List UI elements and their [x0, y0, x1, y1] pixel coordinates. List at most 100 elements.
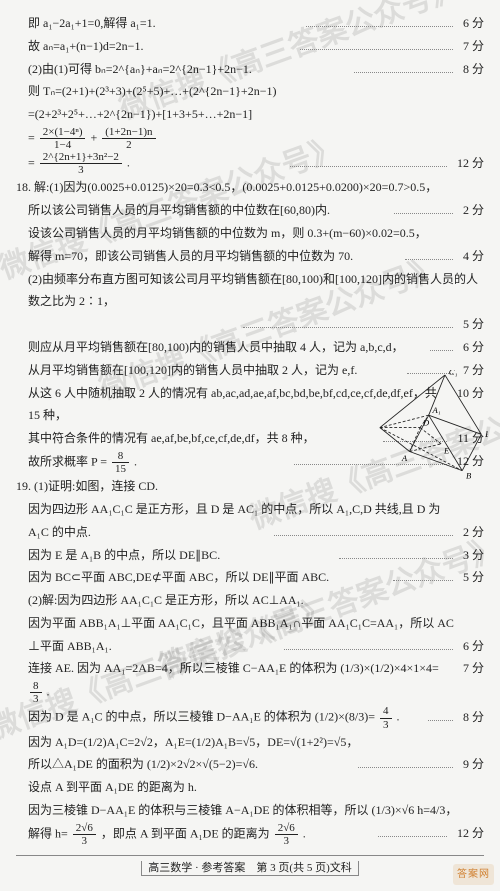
solution-line: = 2×(1−4ⁿ)1−4 + (1+2n−1)n2	[16, 126, 484, 151]
score-points: 8 分	[457, 58, 484, 81]
line-text: (2)解:因为四边形 AA₁C₁C 是正方形，所以 AC⊥AA₁.	[16, 589, 484, 612]
score-points: 9 分	[457, 753, 484, 776]
line-text: 因为四边形 AA₁C₁C 是正方形，且 D 是 AC₁ 的中点，所以 A₁,C,…	[16, 498, 484, 521]
line-text: 所以△A₁DE 的面积为 (1/2)×2√2×√(5−2)=√6.	[16, 753, 354, 776]
score-points: 4 分	[457, 245, 484, 268]
svg-text:D: D	[422, 418, 430, 428]
solution-line: 所以该公司销售人员的月平均销售额的中位数在[60,80)内. 2 分	[16, 199, 484, 222]
score-points: 5 分	[457, 566, 484, 589]
leader-dots	[290, 155, 447, 167]
score-points: 2 分	[457, 521, 484, 544]
score-points: 7 分	[457, 657, 484, 680]
svg-text:A₁: A₁	[432, 405, 441, 415]
line-text: 设点 A 到平面 A₁DE 的距离为 h.	[16, 776, 484, 799]
leader-dots	[378, 825, 447, 837]
leader-dots	[430, 339, 453, 351]
solution-line: 因为 D 是 A₁C 的中点，所以三棱锥 D−AA₁E 的体积为 (1/2)×(…	[16, 705, 484, 730]
solution-line: (2)由频率分布直方图可知该公司月平均销售额在[80,100)和[100,120…	[16, 268, 484, 314]
solution-line: A₁C 的中点. 2 分	[16, 521, 484, 544]
svg-text:E: E	[443, 445, 450, 455]
solution-line: 即 a₁−2a₁+1=0,解得 a₁=1. 6 分	[16, 12, 484, 35]
svg-text:B₁: B₁	[485, 429, 488, 439]
solution-line: 因为 A₁D=(1/2)A₁C=2√2，A₁E=(1/2)A₁B=√5，DE=√…	[16, 731, 484, 754]
score-points: 2 分	[457, 199, 484, 222]
line-text: ⊥平面 ABB₁A₁.	[16, 635, 280, 658]
page-footer: 高三数学 · 参考答案 第 3 页(共 5 页)文科	[16, 855, 484, 879]
line-text: 从月平均销售额在[100,120]内的销售人员中抽取 2 人，记为 e,f.	[16, 359, 403, 382]
solution-line: = 2^{2n+1}+3n²−23 . 12 分	[16, 151, 484, 176]
score-points: 7 分	[457, 35, 484, 58]
line-text: 故所求概率 P = 815 .	[16, 450, 290, 475]
solution-line: 则应从月平均销售额在[80,100)内的销售人员中抽取 4 人，记为 a,b,c…	[16, 336, 484, 359]
leader-dots	[339, 547, 453, 559]
leader-dots	[354, 61, 453, 73]
solution-line: (2)解:因为四边形 AA₁C₁C 是正方形，所以 AC⊥AA₁.	[16, 589, 484, 612]
solution-line: 故 aₙ=a₁+(n−1)d=2n−1. 7 分	[16, 35, 484, 58]
source-stamp: 答案网	[453, 864, 494, 885]
line-text: 因为平面 ABB₁A₁⊥平面 AA₁C₁C，且平面 ABB₁A₁∩平面 AA₁C…	[16, 612, 484, 635]
score-points: 12 分	[451, 822, 484, 845]
leader-dots	[394, 202, 454, 214]
line-text: A₁C 的中点.	[16, 521, 270, 544]
svg-text:C₁: C₁	[449, 370, 458, 377]
line-text: 即 a₁−2a₁+1=0,解得 a₁=1.	[16, 12, 302, 35]
solution-line: =(2+2³+2⁵+…+2^{2n−1})+[1+3+5+…+2n−1]	[16, 103, 484, 126]
solution-line: 则 Tₙ=(2+1)+(2³+3)+(2⁵+5)+…+(2^{2n−1}+2n−…	[16, 80, 484, 103]
geometry-figure: C₁A₁ABB₁CDE	[378, 370, 488, 490]
score-points: 8 分	[457, 706, 484, 729]
line-text: 解得 h= 2√63 ，即点 A 到平面 A₁DE 的距离为 2√63 .	[16, 822, 374, 847]
line-text: 故 aₙ=a₁+(n−1)d=2n−1.	[16, 35, 296, 58]
solution-line: 18. 解:(1)因为(0.0025+0.0125)×20=0.3<0.5，(0…	[16, 176, 484, 199]
line-text: 连接 AE. 因为 AA₁=2AB=4，所以三棱锥 C−AA₁E 的体积为 (1…	[16, 657, 449, 705]
solution-line: 连接 AE. 因为 AA₁=2AB=4，所以三棱锥 C−AA₁E 的体积为 (1…	[16, 657, 484, 705]
leader-dots	[300, 38, 453, 50]
line-text: 设该公司销售人员的月平均销售额的中位数为 m，则 0.3+(m−60)×0.02…	[16, 222, 484, 245]
leader-dots	[274, 524, 453, 536]
line-text: = 2^{2n+1}+3n²−23 .	[16, 151, 286, 176]
solution-line: ⊥平面 ABB₁A₁. 6 分	[16, 635, 484, 658]
line-text: 因为 BC⊂平面 ABC,DE⊄平面 ABC，所以 DE∥平面 ABC.	[16, 566, 389, 589]
solution-line: 设点 A 到平面 A₁DE 的距离为 h.	[16, 776, 484, 799]
score-points: 5 分	[457, 313, 484, 336]
score-points: 12 分	[451, 152, 484, 175]
line-text: 因为 A₁D=(1/2)A₁C=2√2，A₁E=(1/2)A₁B=√5，DE=√…	[16, 731, 484, 754]
solution-line: 设该公司销售人员的月平均销售额的中位数为 m，则 0.3+(m−60)×0.02…	[16, 222, 484, 245]
leader-dots	[428, 709, 453, 721]
solution-line: 因为 E 是 A₁B 的中点，所以 DE∥BC. 3 分	[16, 544, 484, 567]
leader-dots	[284, 638, 453, 650]
line-text: =(2+2³+2⁵+…+2^{2n−1})+[1+3+5+…+2n−1]	[16, 103, 484, 126]
solution-line: 解得 h= 2√63 ，即点 A 到平面 A₁DE 的距离为 2√63 . 12 …	[16, 822, 484, 847]
leader-dots	[306, 15, 453, 27]
score-points: 6 分	[457, 635, 484, 658]
solution-line: 因为四边形 AA₁C₁C 是正方形，且 D 是 AC₁ 的中点，所以 A₁,C,…	[16, 498, 484, 521]
line-text: 则 Tₙ=(2+1)+(2³+3)+(2⁵+5)+…+(2^{2n−1}+2n−…	[16, 80, 484, 103]
footer-text: 高三数学 · 参考答案 第 3 页(共 5 页)文科	[141, 861, 359, 876]
line-text: 则应从月平均销售额在[80,100)内的销售人员中抽取 4 人，记为 a,b,c…	[16, 336, 426, 359]
solution-line: 因为 BC⊂平面 ABC,DE⊄平面 ABC，所以 DE∥平面 ABC. 5 分	[16, 566, 484, 589]
solution-line: 因为平面 ABB₁A₁⊥平面 AA₁C₁C，且平面 ABB₁A₁∩平面 AA₁C…	[16, 612, 484, 635]
line-text: 所以该公司销售人员的月平均销售额的中位数在[60,80)内.	[16, 199, 390, 222]
solution-line: 所以△A₁DE 的面积为 (1/2)×2√2×√(5−2)=√6. 9 分	[16, 753, 484, 776]
svg-text:A: A	[401, 453, 408, 463]
leader-dots	[358, 757, 454, 769]
solution-line: (2)由(1)可得 bₙ=2^{aₙ}+aₙ=2^{2n−1}+2n−1. 8 分	[16, 58, 484, 81]
score-points: 6 分	[457, 336, 484, 359]
score-points: 6 分	[457, 12, 484, 35]
svg-text:B: B	[466, 470, 472, 480]
solution-line: 解得 m=70，即该公司销售人员的月平均销售额的中位数为 70. 4 分	[16, 245, 484, 268]
solution-line: 5 分	[16, 313, 484, 336]
line-text: (2)由频率分布直方图可知该公司月平均销售额在[80,100)和[100,120…	[16, 268, 484, 314]
leader-dots	[393, 570, 453, 582]
line-text: 其中符合条件的情况有 ae,af,be,bf,ce,cf,de,df，共 8 种…	[16, 427, 379, 450]
score-points: 3 分	[457, 544, 484, 567]
line-text: 因为 D 是 A₁C 的中点，所以三棱锥 D−AA₁E 的体积为 (1/2)×(…	[16, 705, 424, 730]
leader-dots	[243, 316, 454, 328]
leader-dots	[405, 248, 453, 260]
line-text: 因为 E 是 A₁B 的中点，所以 DE∥BC.	[16, 544, 335, 567]
line-text: 因为三棱锥 D−AA₁E 的体积与三棱锥 A−A₁DE 的体积相等，所以 (1/…	[16, 799, 484, 822]
line-text: 解得 m=70，即该公司销售人员的月平均销售额的中位数为 70.	[16, 245, 401, 268]
line-text: = 2×(1−4ⁿ)1−4 + (1+2n−1)n2	[16, 126, 484, 151]
solution-line: 因为三棱锥 D−AA₁E 的体积与三棱锥 A−A₁DE 的体积相等，所以 (1/…	[16, 799, 484, 822]
line-text: 18. 解:(1)因为(0.0025+0.0125)×20=0.3<0.5，(0…	[16, 176, 484, 199]
line-text: (2)由(1)可得 bₙ=2^{aₙ}+aₙ=2^{2n−1}+2n−1.	[16, 58, 350, 81]
